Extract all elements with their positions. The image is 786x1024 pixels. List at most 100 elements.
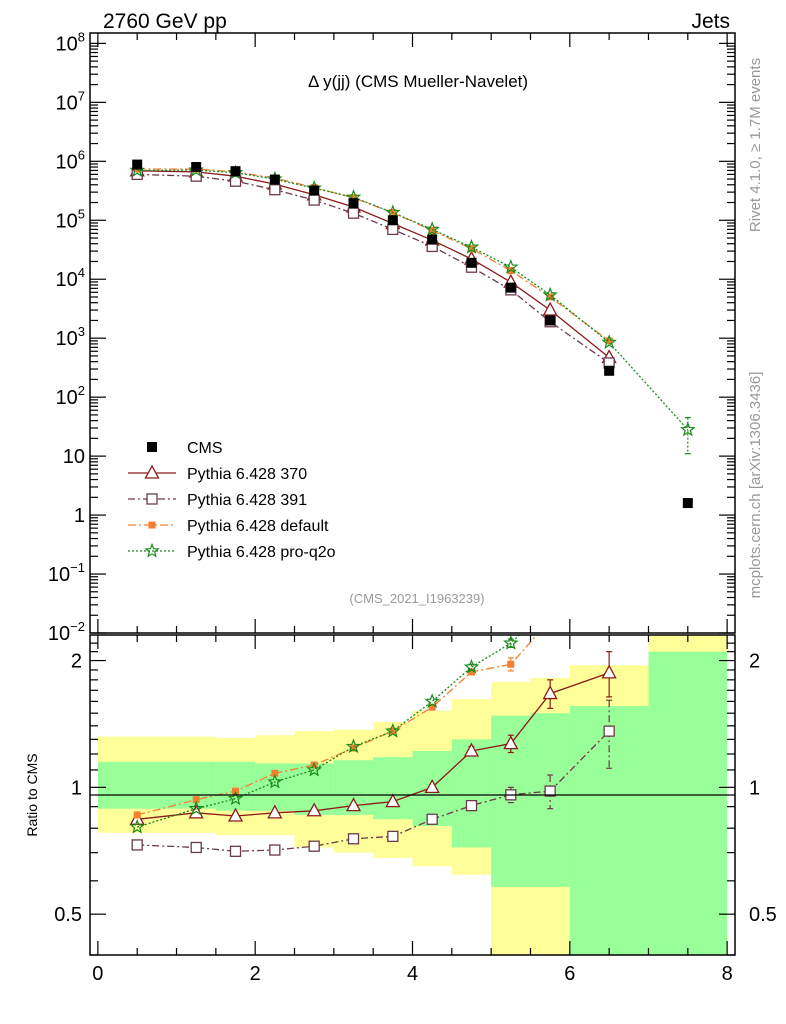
y-tick-label-ratio-right: 0.5: [749, 904, 777, 926]
main-point-pythia-6-428-default-7: [428, 227, 436, 235]
y-tick-label-main: 1: [74, 505, 85, 527]
main-panel-frame: [89, 32, 736, 634]
ratio-point-pythia-6-428-391-2: [229, 845, 242, 857]
ratio-point-pythia-6-428-default-7: [428, 703, 436, 711]
ratio-point-pythia-6-428-391-4: [308, 840, 320, 852]
inner-band-2: [215, 761, 256, 811]
legend-label-0: CMS: [187, 440, 223, 457]
ratio-point-pythia-6-428-391-10: [544, 785, 556, 797]
legend-marker-2: [146, 493, 158, 505]
ratio-point-pythia-6-428-pro-q2o-10: [544, 599, 556, 611]
inner-band-6: [373, 757, 413, 820]
main-point-cms-10: [545, 315, 556, 326]
main-point-cms-4: [309, 185, 320, 196]
main-point-pythia-6-428-391-4: [308, 194, 320, 206]
ratio-point-pythia-6-428-370-11: [601, 664, 617, 679]
ratio-point-pythia-6-428-391-6: [387, 830, 399, 843]
main-point-cms-0: [132, 159, 143, 170]
ratio-ylabel: Ratio to CMS: [24, 753, 40, 836]
main-point-pythia-6-428-391-6: [387, 223, 399, 236]
main-point-pythia-6-428-pro-q2o-7: [424, 221, 440, 237]
y-tick-label-ratio-right: 1: [749, 777, 760, 799]
main-point-cms-11: [604, 365, 615, 376]
main-point-pythia-6-428-pro-q2o-10: [542, 286, 558, 302]
ratio-point-pythia-6-428-default-8: [467, 668, 475, 676]
ratio-point-pythia-6-428-default-9: [507, 660, 515, 668]
main-point-cms-8: [466, 257, 477, 268]
ratio-point-pythia-6-428-pro-q2o-5: [345, 738, 362, 754]
ratio-point-pythia-6-428-391-7: [426, 813, 438, 825]
x-tick-label-0: 0: [92, 963, 103, 985]
main-point-cms-12: [682, 498, 693, 509]
main-point-pythia-6-428-370-10: [542, 301, 558, 316]
ratio-point-pythia-6-428-pro-q2o-9: [503, 635, 519, 650]
ratio-point-pythia-6-428-391-11: [603, 725, 615, 737]
main-point-pythia-6-428-default-8: [467, 245, 475, 253]
ratio-point-pythia-6-428-391-5: [347, 833, 360, 845]
legend-label-3: Pythia 6.428 default: [187, 518, 329, 535]
x-tick-label-4: 4: [407, 963, 418, 985]
inner-band-11: [569, 706, 649, 955]
y-tick-label-main: 10: [63, 446, 85, 468]
main-line-pythia-6-428-default: [137, 168, 610, 342]
ratio-point-pythia-6-428-pro-q2o-7: [424, 693, 440, 708]
x-tick-label-8: 8: [722, 963, 733, 985]
ratio-point-pythia-6-428-pro-q2o-8: [463, 658, 480, 674]
y-tick-label-main: 10−2: [48, 619, 85, 645]
main-line-pythia-6-428-391: [137, 173, 610, 364]
x-tick-label-6: 6: [564, 963, 575, 985]
main-line-pythia-6-428-pro-q2o: [137, 169, 689, 431]
y-tick-label-main: 107: [56, 88, 85, 114]
y-tick-label-main: 102: [56, 383, 85, 409]
main-point-pythia-6-428-pro-q2o-8: [463, 238, 480, 254]
main-title: Δ y(jj) (CMS Mueller-Navelet): [308, 72, 528, 91]
main-point-pythia-6-428-pro-q2o-12: [680, 421, 696, 437]
ratio-point-pythia-6-428-391-1: [190, 841, 202, 854]
legend-marker-0: [147, 442, 157, 452]
inner-band-0: [97, 761, 177, 809]
mcplots-text: mcplots.cern.ch [arXiv:1306.3436]: [747, 372, 764, 599]
main-point-pythia-6-428-391-3: [269, 184, 281, 196]
ratio-point-pythia-6-428-370-10: [542, 685, 558, 700]
legend-label-2: Pythia 6.428 391: [187, 492, 307, 509]
legend-label-1: Pythia 6.428 370: [187, 466, 307, 483]
ratio-point-pythia-6-428-default-3: [271, 769, 279, 777]
ratio-point-pythia-6-428-370-3: [267, 804, 283, 819]
ratio-point-pythia-6-428-default-0: [133, 811, 141, 819]
ratio-uncertainty-bands: [97, 635, 728, 955]
legend-marker-1: [144, 464, 160, 479]
ratio-point-pythia-6-428-370-7: [424, 779, 440, 794]
ratio-point-pythia-6-428-370-9: [503, 735, 519, 750]
ratio-point-pythia-6-428-pro-q2o-0: [129, 818, 145, 834]
y-tick-label-main: 106: [56, 147, 85, 173]
header-right: Jets: [691, 10, 730, 33]
y-tick-label-main: 105: [56, 206, 85, 232]
legend-marker-3: [148, 521, 156, 529]
ratio-point-pythia-6-428-pro-q2o-6: [385, 722, 401, 738]
main-point-pythia-6-428-default-5: [350, 194, 358, 202]
legend-marker-4: [144, 542, 160, 558]
main-point-pythia-6-428-pro-q2o-9: [503, 259, 519, 274]
ratio-point-pythia-6-428-pro-q2o-4: [306, 761, 322, 777]
main-point-pythia-6-428-default-10: [546, 293, 554, 301]
axes-layer: 0 2 4 6 810810710610510410310210110−110−20.5…: [48, 29, 777, 985]
x-tick-label-2: 2: [250, 963, 261, 985]
y-tick-label-main: 10−1: [48, 560, 85, 586]
legend-label-4: Pythia 6.428 pro-q2o: [187, 544, 336, 561]
ratio-point-pythia-6-428-pro-q2o-1: [188, 800, 204, 816]
ratio-point-pythia-6-428-default-5: [350, 744, 358, 752]
main-line-pythia-6-428-370: [137, 170, 610, 359]
ratio-point-pythia-6-428-default-1: [192, 796, 200, 804]
inner-band-8: [451, 739, 492, 848]
chart-annotation: (CMS_2021_I1963239): [349, 591, 484, 606]
main-point-cms-7: [427, 234, 438, 245]
ratio-point-pythia-6-428-pro-q2o-2: [227, 790, 244, 806]
y-tick-label-ratio: 1: [71, 777, 82, 799]
ratio-line-pythia-6-428-370: [137, 672, 610, 820]
ratio-point-pythia-6-428-391-8: [465, 799, 478, 812]
main-point-pythia-6-428-pro-q2o-11: [601, 334, 617, 349]
ratio-point-pythia-6-428-370-5: [345, 797, 362, 812]
ratio-point-pythia-6-428-370-2: [227, 807, 244, 822]
main-point-cms-5: [348, 198, 359, 209]
